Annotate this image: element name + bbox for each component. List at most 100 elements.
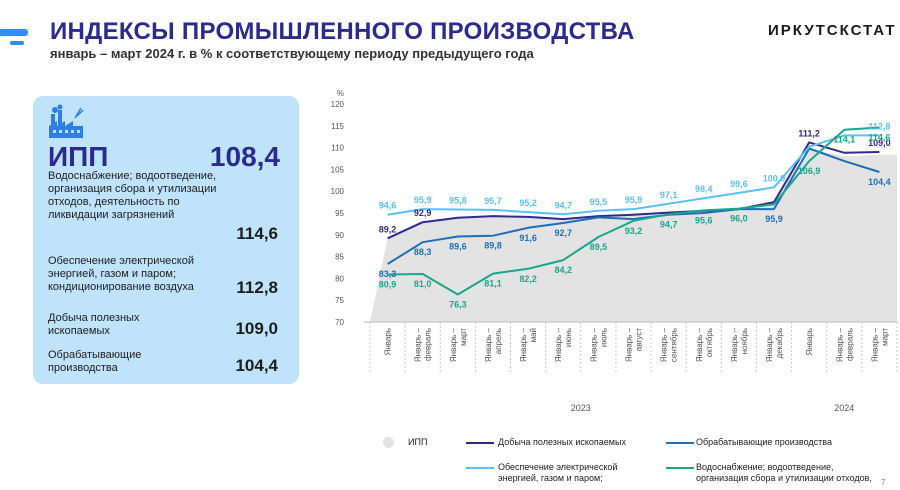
y-tick-label: 70 [335,318,344,327]
x-tick-label: Январь –апрель [484,327,503,362]
brand-logo-text: ИРКУТСКСТАТ [768,22,897,39]
y-tick-label: 75 [335,296,344,305]
data-label: 98,4 [695,184,713,194]
data-label: 94,7 [660,219,678,229]
data-label: 89,5 [590,242,608,252]
data-label: 97,1 [660,190,678,200]
page-number: 7 [881,478,886,487]
x-tick-label: Январь –октябрь [695,327,714,362]
legend-swatch-energy [466,467,494,469]
legend-label-water: Водоснабжение; водоотведение, организаци… [696,462,872,483]
data-label: 89,8 [484,241,502,251]
legend-label-energy: Обеспечение электрической энергией, газо… [498,462,618,483]
data-label: 112,8 [868,121,890,131]
summary-row-value-manufacturing: 104,4 [235,356,278,375]
page-subtitle: январь – март 2024 г. в % к соответствую… [50,46,534,61]
x-tick-label: Январь –июнь [554,327,573,362]
data-label: 89,2 [379,224,397,234]
y-tick-label: 115 [331,122,344,131]
data-label: 104,4 [868,177,891,187]
data-label: 114,1 [833,135,855,145]
ipp-label: ИПП [48,141,109,172]
data-label: 96,0 [730,214,748,224]
data-label: 81,1 [484,279,502,289]
data-label: 95,9 [765,214,783,224]
y-tick-label: 90 [335,231,344,240]
x-tick-label: Январь –май [519,327,538,362]
data-label: 95,5 [590,197,608,207]
data-label: 84,2 [554,265,572,275]
data-label: 94,7 [554,200,572,210]
data-label: 89,6 [449,242,467,252]
x-tick-label: Январь –март [870,327,889,362]
summary-row-label-manufacturing: Обрабатывающие производства [48,349,142,374]
x-tick-label: Январь –февраль [414,327,433,362]
x-tick-label: Январь [805,328,814,355]
data-label: 93,2 [625,226,643,236]
data-label: 95,7 [484,196,502,206]
x-tick-label: Январь –февраль [835,327,854,362]
factory-icon [49,104,84,138]
legend-swatch-water [666,467,694,469]
legend-label-ipp: ИПП [408,437,428,447]
header-accent-dash [10,41,24,45]
ipp-value: 108,4 [209,141,280,172]
data-label: 76,3 [449,300,467,310]
y-tick-label: 120 [331,100,345,109]
y-tick-label: 110 [331,144,344,153]
data-label: 81,0 [414,279,432,289]
summary-card [33,96,299,384]
x-tick-label: Январь –декабрь [765,327,784,362]
x-tick-label: Январь –август [625,327,644,362]
summary-row-value-mining: 109,0 [235,319,278,338]
data-label: 100,9 [763,173,786,183]
legend-swatch-ipp [383,437,394,448]
data-label: 111,2 [798,128,820,138]
x-tick-label: Январь –ноябрь [730,327,749,362]
x-tick-label: Январь –март [449,327,468,362]
data-label: 82,2 [519,274,537,284]
legend-label-manufacturing: Обрабатывающие производства [696,437,832,447]
page-title: ИНДЕКСЫ ПРОМЫШЛЕННОГО ПРОИЗВОДСТВА [50,18,635,45]
legend-label-mining: Добыча полезных ископаемых [498,437,626,447]
data-label: 83,3 [379,269,397,279]
y-tick-label: 100 [331,187,345,196]
year-label: 2024 [834,403,854,413]
summary-row-label-water: Водоснабжение; водоотведение, организаци… [48,170,217,221]
header-accent-bar [0,29,28,36]
series-line [387,141,880,240]
y-axis-label: % [337,89,344,98]
data-label: 95,2 [519,198,537,208]
legend-swatch-mining [466,442,494,444]
y-tick-label: 95 [335,209,344,218]
data-label: 95,6 [695,215,713,225]
x-tick-label: Январь [384,328,393,355]
data-label: 91,6 [519,233,537,243]
data-label: 95,9 [414,195,432,205]
data-label: 95,9 [625,195,643,205]
y-tick-label: 85 [335,253,344,262]
x-tick-label: Январь –июль [589,327,608,362]
y-tick-label: 80 [335,274,344,283]
summary-row-value-energy: 112,8 [236,278,278,297]
y-tick-label: 105 [331,165,345,174]
data-label: 109,0 [868,138,891,148]
series-line [387,147,880,265]
legend-swatch-manufacturing [666,442,694,444]
x-tick-label: Январь –сентябрь [660,327,679,362]
data-label: 114,6 [868,133,890,143]
data-label: 94,6 [379,201,397,211]
data-label: 92,7 [554,228,572,238]
summary-row-value-water: 114,6 [236,224,278,243]
data-label: 95,8 [449,196,467,206]
summary-row-label-mining: Добыча полезных ископаемых [48,312,140,337]
year-label: 2023 [571,403,591,413]
series-line [387,134,880,216]
series-line [387,126,880,296]
summary-row-label-energy: Обеспечение электрической энергией, газо… [48,255,194,293]
data-label: 80,9 [379,279,397,289]
data-label: 92,9 [414,208,432,218]
data-label: 88,3 [414,247,432,257]
ipp-area [370,148,897,322]
